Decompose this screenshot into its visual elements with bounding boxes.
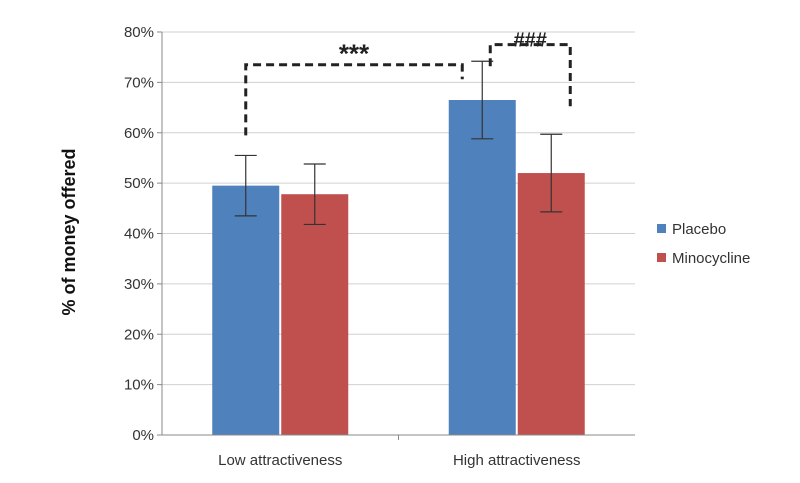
- significance-annotations: *** ###: [244, 30, 572, 136]
- y-tick-label: 10%: [124, 377, 154, 394]
- legend-swatch: [657, 224, 666, 233]
- y-tick-label: 0%: [132, 427, 154, 444]
- y-tick-label: 30%: [124, 276, 154, 293]
- y-tick-label: 50%: [124, 175, 154, 192]
- error-bars: [234, 60, 563, 226]
- x-category-label: High attractiveness: [453, 452, 581, 469]
- significance-label: ***: [339, 39, 370, 69]
- y-tick-label: 70%: [124, 74, 154, 91]
- y-tick-labels: 0% 10% 20% 30% 40% 50% 60% 70% 80%: [124, 24, 154, 444]
- axes: [157, 31, 635, 440]
- bar: [448, 100, 516, 435]
- legend-label: Minocycline: [672, 250, 750, 267]
- y-tick-label: 60%: [124, 125, 154, 142]
- bars: [212, 100, 585, 436]
- x-category-labels: Low attractiveness High attractiveness: [218, 452, 580, 469]
- y-tick-label: 20%: [124, 326, 154, 343]
- y-tick-label: 40%: [124, 226, 154, 243]
- y-axis-label: % of money offered: [59, 148, 79, 315]
- legend: Placebo Minocycline: [657, 221, 750, 267]
- significance-bracket: [488, 43, 572, 107]
- legend-label: Placebo: [672, 221, 726, 238]
- x-category-label: Low attractiveness: [218, 452, 342, 469]
- y-tick-label: 80%: [124, 24, 154, 41]
- bar: [281, 194, 349, 435]
- bar: [517, 173, 585, 436]
- significance-bracket: [244, 63, 464, 136]
- significance-label: ###: [514, 30, 547, 52]
- legend-swatch: [657, 253, 666, 262]
- bar: [212, 185, 280, 435]
